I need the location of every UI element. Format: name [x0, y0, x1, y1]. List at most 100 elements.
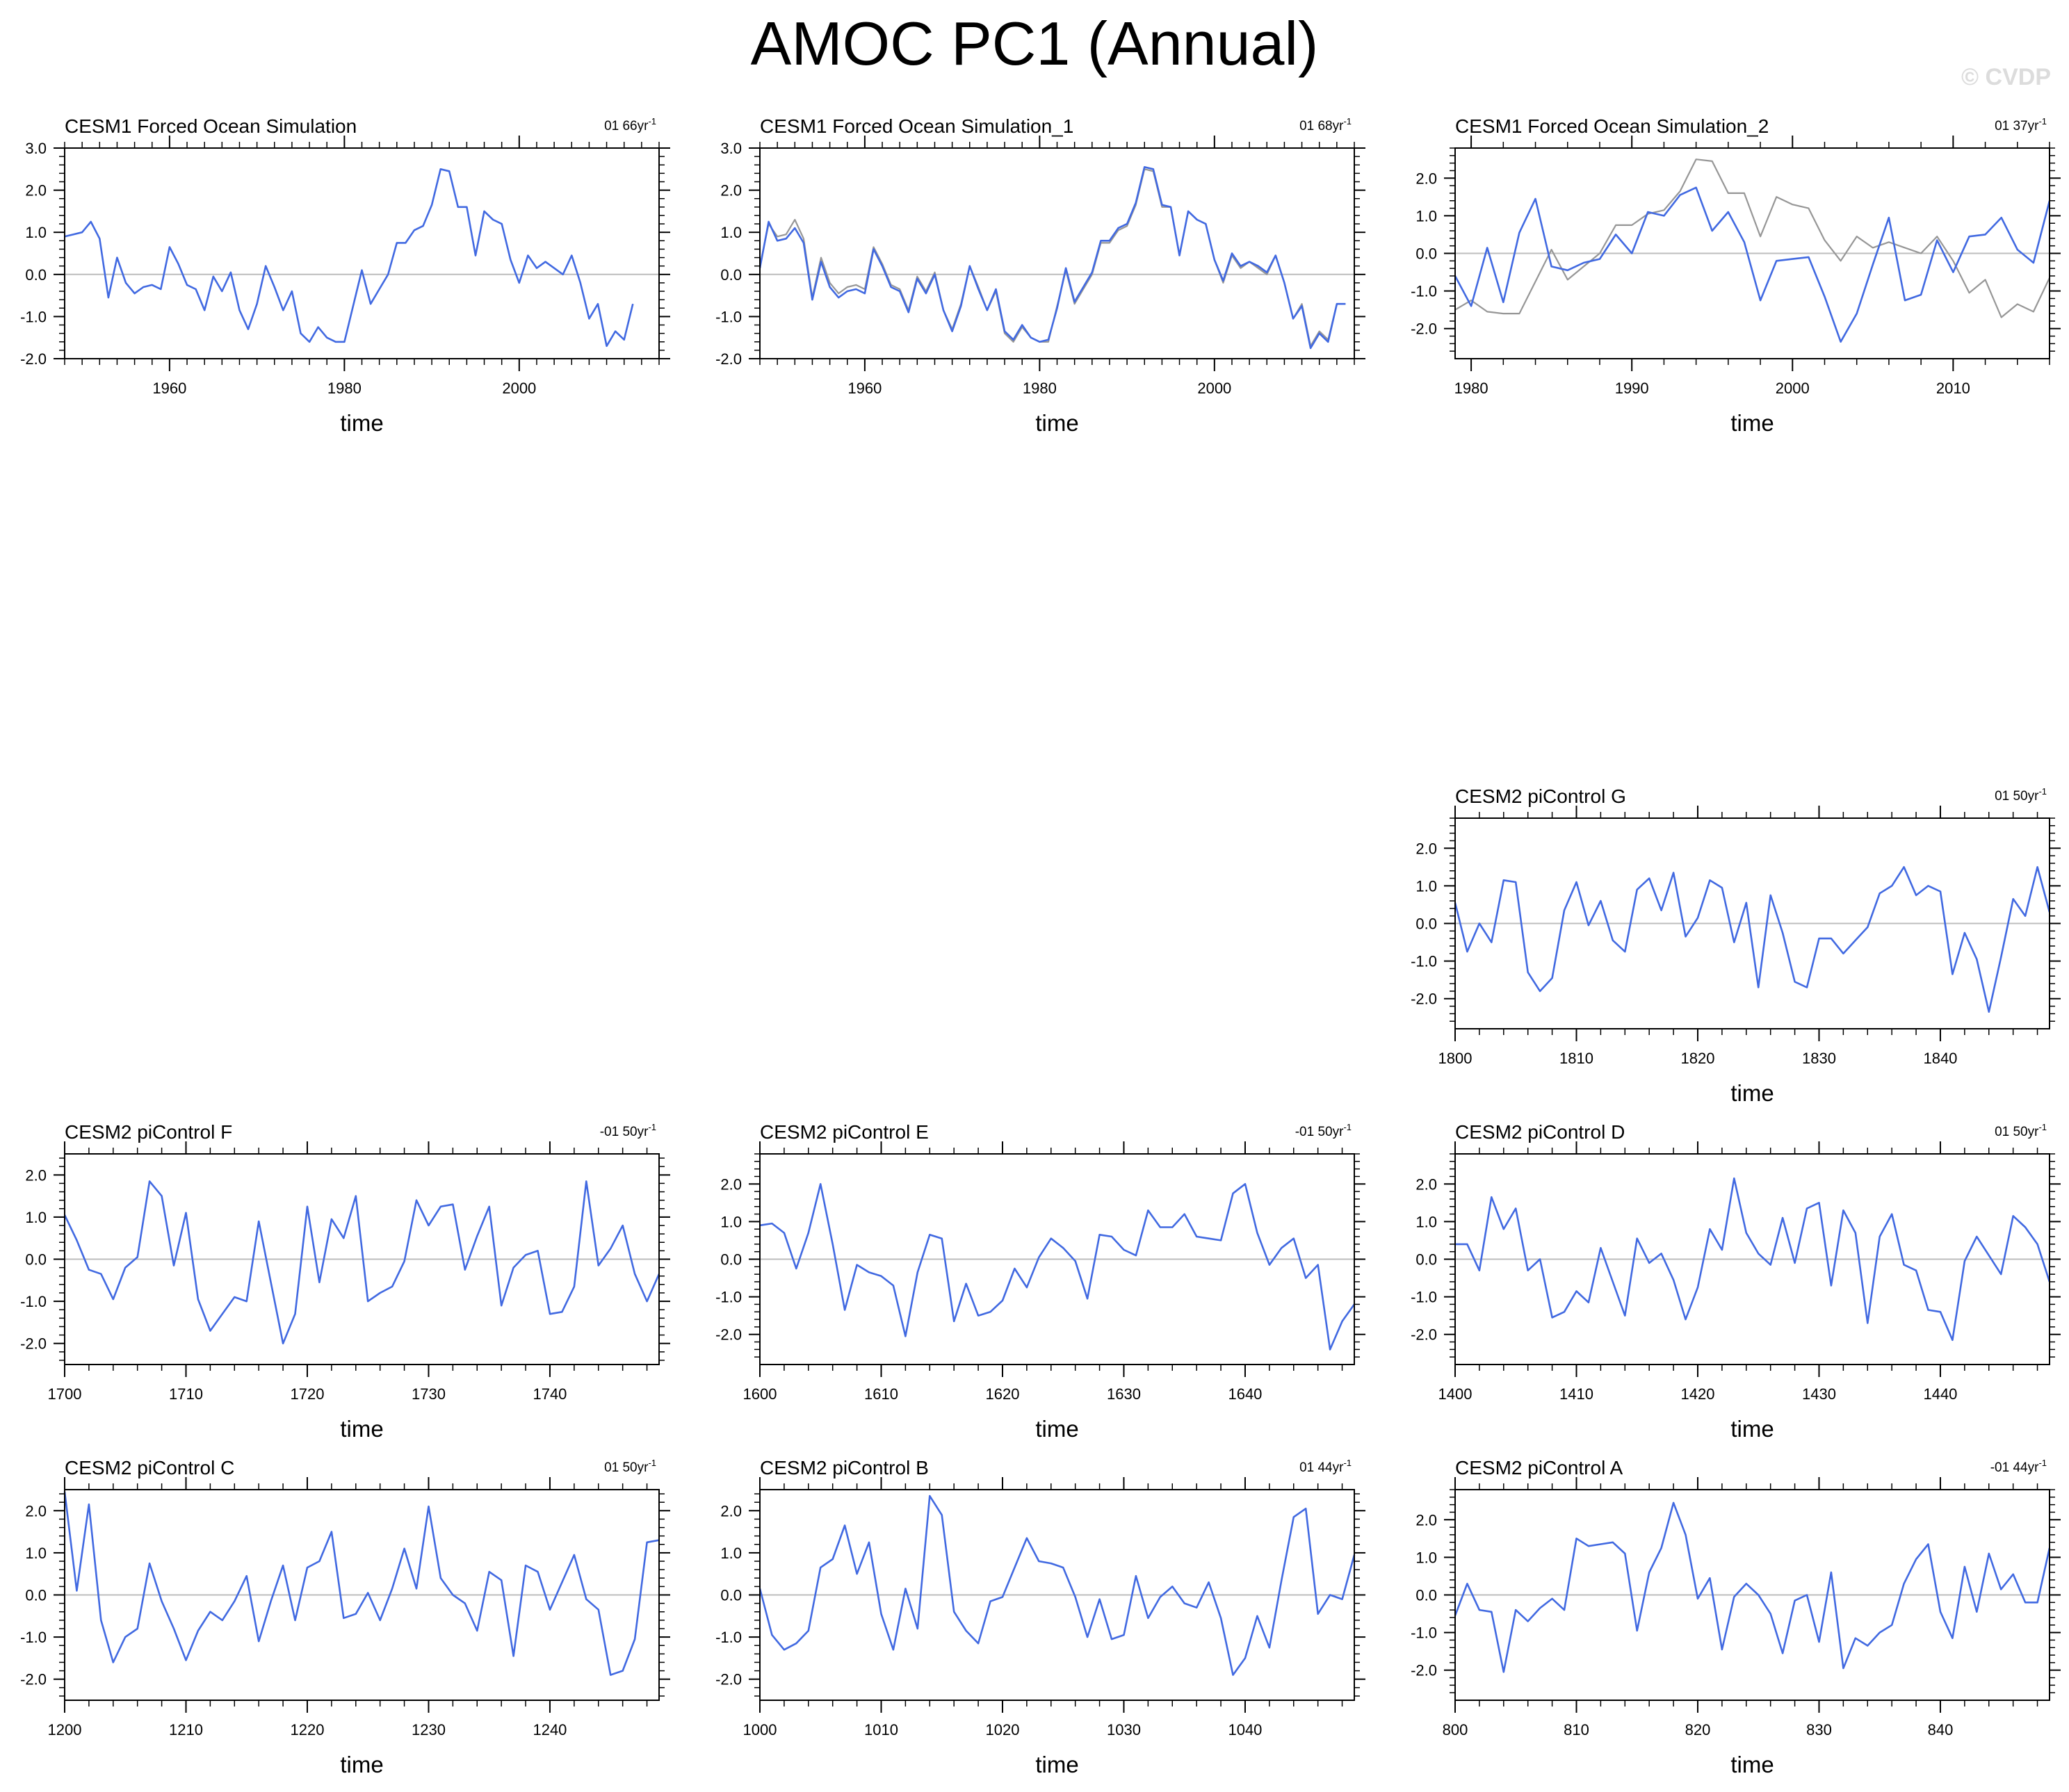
panel-10: CESM2 piControl A -01 44yr-1 -2.0 -1.0 0.0 1.… — [1411, 1457, 2061, 1777]
panel-title: CESM2 piControl B — [760, 1457, 929, 1479]
y-tick-label: -2.0 — [20, 1335, 47, 1353]
rate-label-exponent: -1 — [2038, 116, 2047, 127]
rate-label-value: 01 44yr — [1299, 1460, 1344, 1475]
y-tick-label: -2.0 — [715, 1326, 742, 1344]
y-tick-label: 1.0 — [1415, 1213, 1437, 1230]
rate-label-exponent: -1 — [1343, 1122, 1352, 1132]
panel-title: CESM2 piControl D — [1455, 1121, 1625, 1143]
y-tick-label: -1.0 — [1411, 283, 1437, 300]
panel-6: CESM2 piControl E -01 50yr-1 -2.0 -1.0 0.0 1.… — [715, 1121, 1365, 1442]
x-axis-title: time — [340, 410, 383, 436]
plot-frame — [64, 1489, 660, 1701]
panel-title: CESM1 Forced Ocean Simulation — [65, 115, 357, 137]
rate-label-value: 01 66yr — [604, 119, 649, 133]
x-tick-label: 1980 — [1023, 380, 1057, 397]
y-tick-label: 2.0 — [25, 182, 47, 199]
panel-3: CESM1 Forced Ocean Simulation_2 01 37yr-1… — [1411, 115, 2061, 436]
x-tick-label: 1810 — [1559, 1050, 1593, 1067]
x-axis-title: time — [1035, 1416, 1078, 1442]
x-tick-label: 1440 — [1923, 1385, 1957, 1403]
y-tick-label: 1.0 — [720, 1545, 742, 1562]
y-tick-label: 0.0 — [720, 266, 742, 284]
y-tick-label: -1.0 — [20, 308, 47, 325]
pc1-series-line — [759, 1183, 1356, 1351]
x-axis-title: time — [1730, 1752, 1774, 1777]
x-tick-label: 820 — [1685, 1721, 1711, 1738]
rate-label-value: 01 50yr — [1995, 789, 2039, 804]
x-tick-label: 1700 — [48, 1385, 82, 1403]
x-tick-label: 2010 — [1936, 380, 1970, 397]
y-tick-label: 2.0 — [720, 1502, 742, 1520]
x-tick-label: 1410 — [1559, 1385, 1593, 1403]
y-tick-label: 1.0 — [25, 1209, 47, 1226]
pc1-series-line — [1454, 1501, 2051, 1673]
rate-label-value: 01 50yr — [604, 1460, 649, 1475]
y-tick-label: 0.0 — [25, 1251, 47, 1269]
rate-label: 01 66yr-1 — [604, 116, 656, 133]
x-axis-title: time — [1730, 1416, 1774, 1442]
pc1-series-line — [1454, 866, 2051, 1013]
y-tick-label: 1.0 — [720, 1213, 742, 1230]
x-tick-label: 1830 — [1802, 1050, 1836, 1067]
x-tick-label: 1400 — [1438, 1385, 1472, 1403]
x-tick-label: 1960 — [847, 380, 882, 397]
x-tick-label: 810 — [1564, 1721, 1589, 1738]
reference-series-line — [758, 168, 1346, 347]
y-tick-label: 0.0 — [1415, 1587, 1437, 1604]
y-tick-label: -2.0 — [1411, 1326, 1437, 1344]
pc1-series-line — [758, 1494, 1356, 1676]
rate-label: 01 37yr-1 — [1995, 116, 2047, 133]
x-tick-label: 1420 — [1681, 1385, 1715, 1403]
x-tick-label: 1710 — [169, 1385, 203, 1403]
x-tick-label: 1240 — [533, 1721, 567, 1738]
pc1-series-line — [758, 166, 1346, 350]
plot-frame — [759, 1153, 1355, 1365]
rate-label: -01 50yr-1 — [600, 1122, 656, 1139]
y-tick-label: 2.0 — [1415, 1175, 1437, 1193]
y-tick-label: -1.0 — [1411, 1624, 1437, 1642]
x-tick-label: 1990 — [1615, 380, 1649, 397]
x-tick-label: 1820 — [1681, 1050, 1715, 1067]
panel-2: CESM1 Forced Ocean Simulation_1 01 68yr-1… — [715, 115, 1365, 436]
panel-title: CESM1 Forced Ocean Simulation_2 — [1455, 115, 1769, 137]
y-tick-label: -2.0 — [715, 1671, 742, 1688]
rate-label: 01 68yr-1 — [1299, 116, 1352, 133]
x-tick-label: 1720 — [291, 1385, 325, 1403]
y-tick-label: 2.0 — [25, 1166, 47, 1184]
x-tick-label: 1020 — [986, 1721, 1020, 1738]
panel-9: CESM2 piControl B 01 44yr-1 -2.0 -1.0 0.0 1.0… — [715, 1457, 1365, 1777]
x-tick-label: 1040 — [1228, 1721, 1262, 1738]
y-tick-label: 1.0 — [1415, 877, 1437, 895]
x-axis-title: time — [1035, 1752, 1078, 1777]
plot-frame — [1454, 147, 2050, 359]
x-tick-label: 1030 — [1107, 1721, 1141, 1738]
y-tick-label: 0.0 — [1415, 245, 1437, 263]
rate-label-exponent: -1 — [2038, 1122, 2047, 1132]
rate-label: 01 50yr-1 — [1995, 786, 2047, 804]
pc1-series-line — [63, 1491, 660, 1676]
x-tick-label: 1630 — [1107, 1385, 1141, 1403]
rate-label-exponent: -1 — [2038, 786, 2047, 797]
x-axis-title: time — [1035, 410, 1078, 436]
x-tick-label: 1620 — [986, 1385, 1020, 1403]
x-tick-label: 1000 — [743, 1721, 777, 1738]
pc1-series-line — [1455, 1177, 2051, 1342]
y-tick-label: 3.0 — [25, 140, 47, 157]
y-tick-label: 2.0 — [1415, 840, 1437, 857]
rate-label-exponent: -1 — [2038, 1458, 2047, 1468]
panel-7: CESM2 piControl D 01 50yr-1 -2.0 -1.0 0.0 1.0… — [1411, 1121, 2061, 1442]
y-tick-label: 1.0 — [720, 224, 742, 241]
pc1-series-line — [64, 168, 634, 348]
y-tick-label: 0.0 — [720, 1587, 742, 1604]
y-tick-label: -1.0 — [715, 1289, 742, 1306]
y-tick-label: -2.0 — [1411, 1662, 1437, 1679]
rate-label: 01 44yr-1 — [1299, 1458, 1352, 1475]
rate-label: 01 50yr-1 — [604, 1458, 656, 1475]
x-tick-label: 1210 — [169, 1721, 203, 1738]
plot-frame — [1454, 817, 2050, 1029]
panel-title: CESM2 piControl F — [65, 1121, 232, 1143]
rate-label-exponent: -1 — [648, 116, 656, 127]
plot-frame — [64, 1153, 660, 1365]
y-tick-label: -1.0 — [20, 1293, 47, 1310]
reference-series-line — [1454, 158, 2050, 318]
